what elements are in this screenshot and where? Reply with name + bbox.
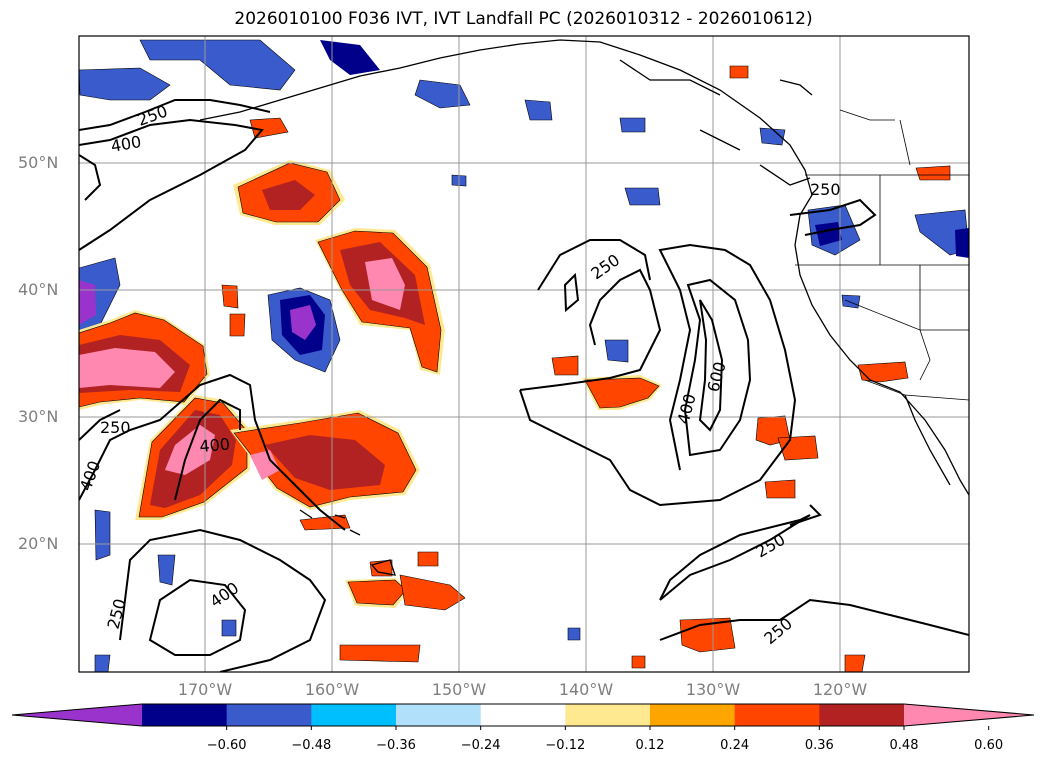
map-background: [79, 36, 969, 672]
colorbar-tick-label: −0.36: [376, 738, 416, 753]
lon-label: 170°W: [177, 680, 233, 699]
ivt-contours: [79, 99, 969, 672]
colorbar-tick-label: 0.60: [974, 738, 1004, 753]
lat-label: 40°N: [18, 280, 59, 299]
lon-label: 150°W: [431, 680, 487, 699]
colorbar-tick-label: −0.24: [460, 738, 501, 753]
contour-label: 250: [100, 418, 131, 437]
colorbar-tick-label: −0.12: [545, 738, 586, 753]
colorbar-extend-max: [904, 704, 1034, 726]
colorbar-segment: [480, 704, 566, 726]
contour-label: 400: [199, 434, 231, 456]
lon-label: 140°W: [558, 680, 614, 699]
colorbar-tick-label: −0.60: [206, 738, 247, 753]
lat-label: 30°N: [18, 407, 59, 426]
colorbar-tick-label: −0.48: [291, 738, 332, 753]
lat-label: 20°N: [18, 534, 59, 553]
colorbar-segment: [226, 704, 312, 726]
colorbar-tick-label: 0.48: [889, 738, 919, 753]
negative-pc-areas: [79, 39, 969, 672]
colorbar-segment: [311, 704, 397, 726]
colorbar-tick-label: 0.36: [804, 738, 834, 753]
colorbar-tick-label: 0.24: [720, 738, 750, 753]
lon-label: 130°W: [685, 680, 741, 699]
map-frame: [78, 35, 970, 673]
colorbar-segment: [396, 704, 482, 726]
lon-label: 160°W: [304, 680, 360, 699]
colorbar-segment: [565, 704, 651, 726]
colorbar-segment: [142, 704, 228, 726]
colorbar-segment: [650, 704, 736, 726]
political-borders: [795, 109, 969, 401]
colorbar-segment: [734, 704, 820, 726]
map-title: 2026010100 F036 IVT, IVT Landfall PC (20…: [234, 9, 813, 29]
lon-label: 120°W: [812, 680, 868, 699]
positive-pc-areas: [79, 65, 951, 672]
coastlines: [199, 39, 969, 576]
lat-label: 50°N: [18, 153, 59, 172]
colorbar-extend-min: [12, 704, 142, 726]
colorbar-outline: [11, 703, 1035, 727]
colorbar: [11, 703, 1035, 730]
contour-label: 250: [810, 180, 841, 199]
colorbar-segment: [819, 704, 905, 726]
graticule: [79, 36, 969, 672]
colorbar-tick-label: 0.12: [635, 738, 665, 753]
